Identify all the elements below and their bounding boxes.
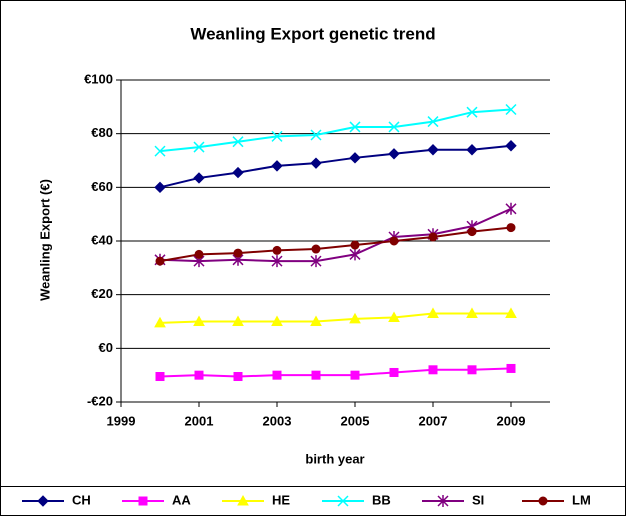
marker <box>310 129 322 141</box>
marker <box>193 141 205 153</box>
marker <box>271 130 283 142</box>
y-tick-label: €0 <box>99 340 113 355</box>
legend-box <box>0 486 626 516</box>
legend-label: LM <box>572 492 591 507</box>
marker <box>389 367 399 377</box>
marker <box>155 372 165 382</box>
marker <box>232 315 244 326</box>
marker <box>505 307 517 318</box>
x-axis-label: birth year <box>305 451 364 466</box>
y-tick-label: €100 <box>84 71 113 86</box>
marker <box>272 370 282 380</box>
y-tick-label: €40 <box>91 232 113 247</box>
marker <box>388 311 400 322</box>
x-tick-label: 1999 <box>107 413 136 428</box>
marker <box>311 370 321 380</box>
marker <box>427 307 439 318</box>
marker <box>388 121 400 133</box>
marker <box>271 315 283 326</box>
marker <box>232 136 244 148</box>
series-line <box>159 226 512 263</box>
marker <box>467 365 477 375</box>
marker <box>193 172 205 184</box>
marker <box>349 121 361 133</box>
legend-label: SI <box>472 492 484 507</box>
marker <box>428 232 438 242</box>
chart-title: Weanling Export genetic trend <box>190 24 435 43</box>
marker <box>350 370 360 380</box>
marker <box>272 245 282 255</box>
y-tick-label: €60 <box>91 179 113 194</box>
marker <box>505 202 517 215</box>
marker <box>311 244 321 254</box>
marker <box>467 227 477 237</box>
legend-label: HE <box>272 492 290 507</box>
marker <box>506 363 516 373</box>
x-tick-label: 2001 <box>185 413 214 428</box>
marker <box>154 145 166 157</box>
marker <box>466 144 478 156</box>
marker <box>310 157 322 169</box>
series-line <box>159 144 512 189</box>
legend-label: BB <box>372 492 391 507</box>
marker <box>154 181 166 194</box>
marker <box>154 316 166 328</box>
marker <box>233 372 243 382</box>
marker <box>506 223 516 233</box>
series-line <box>159 108 512 153</box>
marker <box>155 256 165 266</box>
marker <box>37 495 49 507</box>
x-tick-label: 2009 <box>497 413 526 428</box>
marker <box>232 166 244 179</box>
marker <box>466 106 478 118</box>
series-line <box>159 207 512 263</box>
marker <box>237 494 249 506</box>
marker <box>427 144 439 156</box>
marker <box>437 495 449 507</box>
marker <box>538 496 548 506</box>
marker <box>428 365 438 375</box>
x-tick-label: 2005 <box>341 413 370 428</box>
marker <box>310 315 322 326</box>
legend-label: AA <box>172 492 191 507</box>
series-line <box>159 367 512 378</box>
y-tick-label: -€20 <box>87 393 113 408</box>
marker <box>233 248 243 258</box>
marker <box>271 255 283 268</box>
series-line <box>159 312 511 324</box>
marker <box>138 496 148 506</box>
x-tick-label: 2007 <box>419 413 448 428</box>
marker <box>349 152 361 164</box>
marker <box>310 255 322 268</box>
marker <box>194 249 204 259</box>
marker <box>349 312 361 324</box>
y-axis-label: Weanling Export (€) <box>37 179 52 301</box>
marker <box>349 248 361 261</box>
legend-label: CH <box>72 492 91 507</box>
marker <box>193 315 205 326</box>
marker <box>388 148 400 160</box>
marker <box>505 103 517 116</box>
marker <box>350 240 360 250</box>
marker <box>466 307 478 318</box>
marker <box>271 160 283 172</box>
marker <box>337 495 349 507</box>
y-tick-label: €20 <box>91 286 113 301</box>
marker <box>505 140 517 152</box>
marker <box>427 116 439 128</box>
marker <box>194 370 204 380</box>
y-tick-label: €80 <box>91 125 113 140</box>
x-tick-label: 2003 <box>263 413 292 428</box>
marker <box>389 236 399 246</box>
